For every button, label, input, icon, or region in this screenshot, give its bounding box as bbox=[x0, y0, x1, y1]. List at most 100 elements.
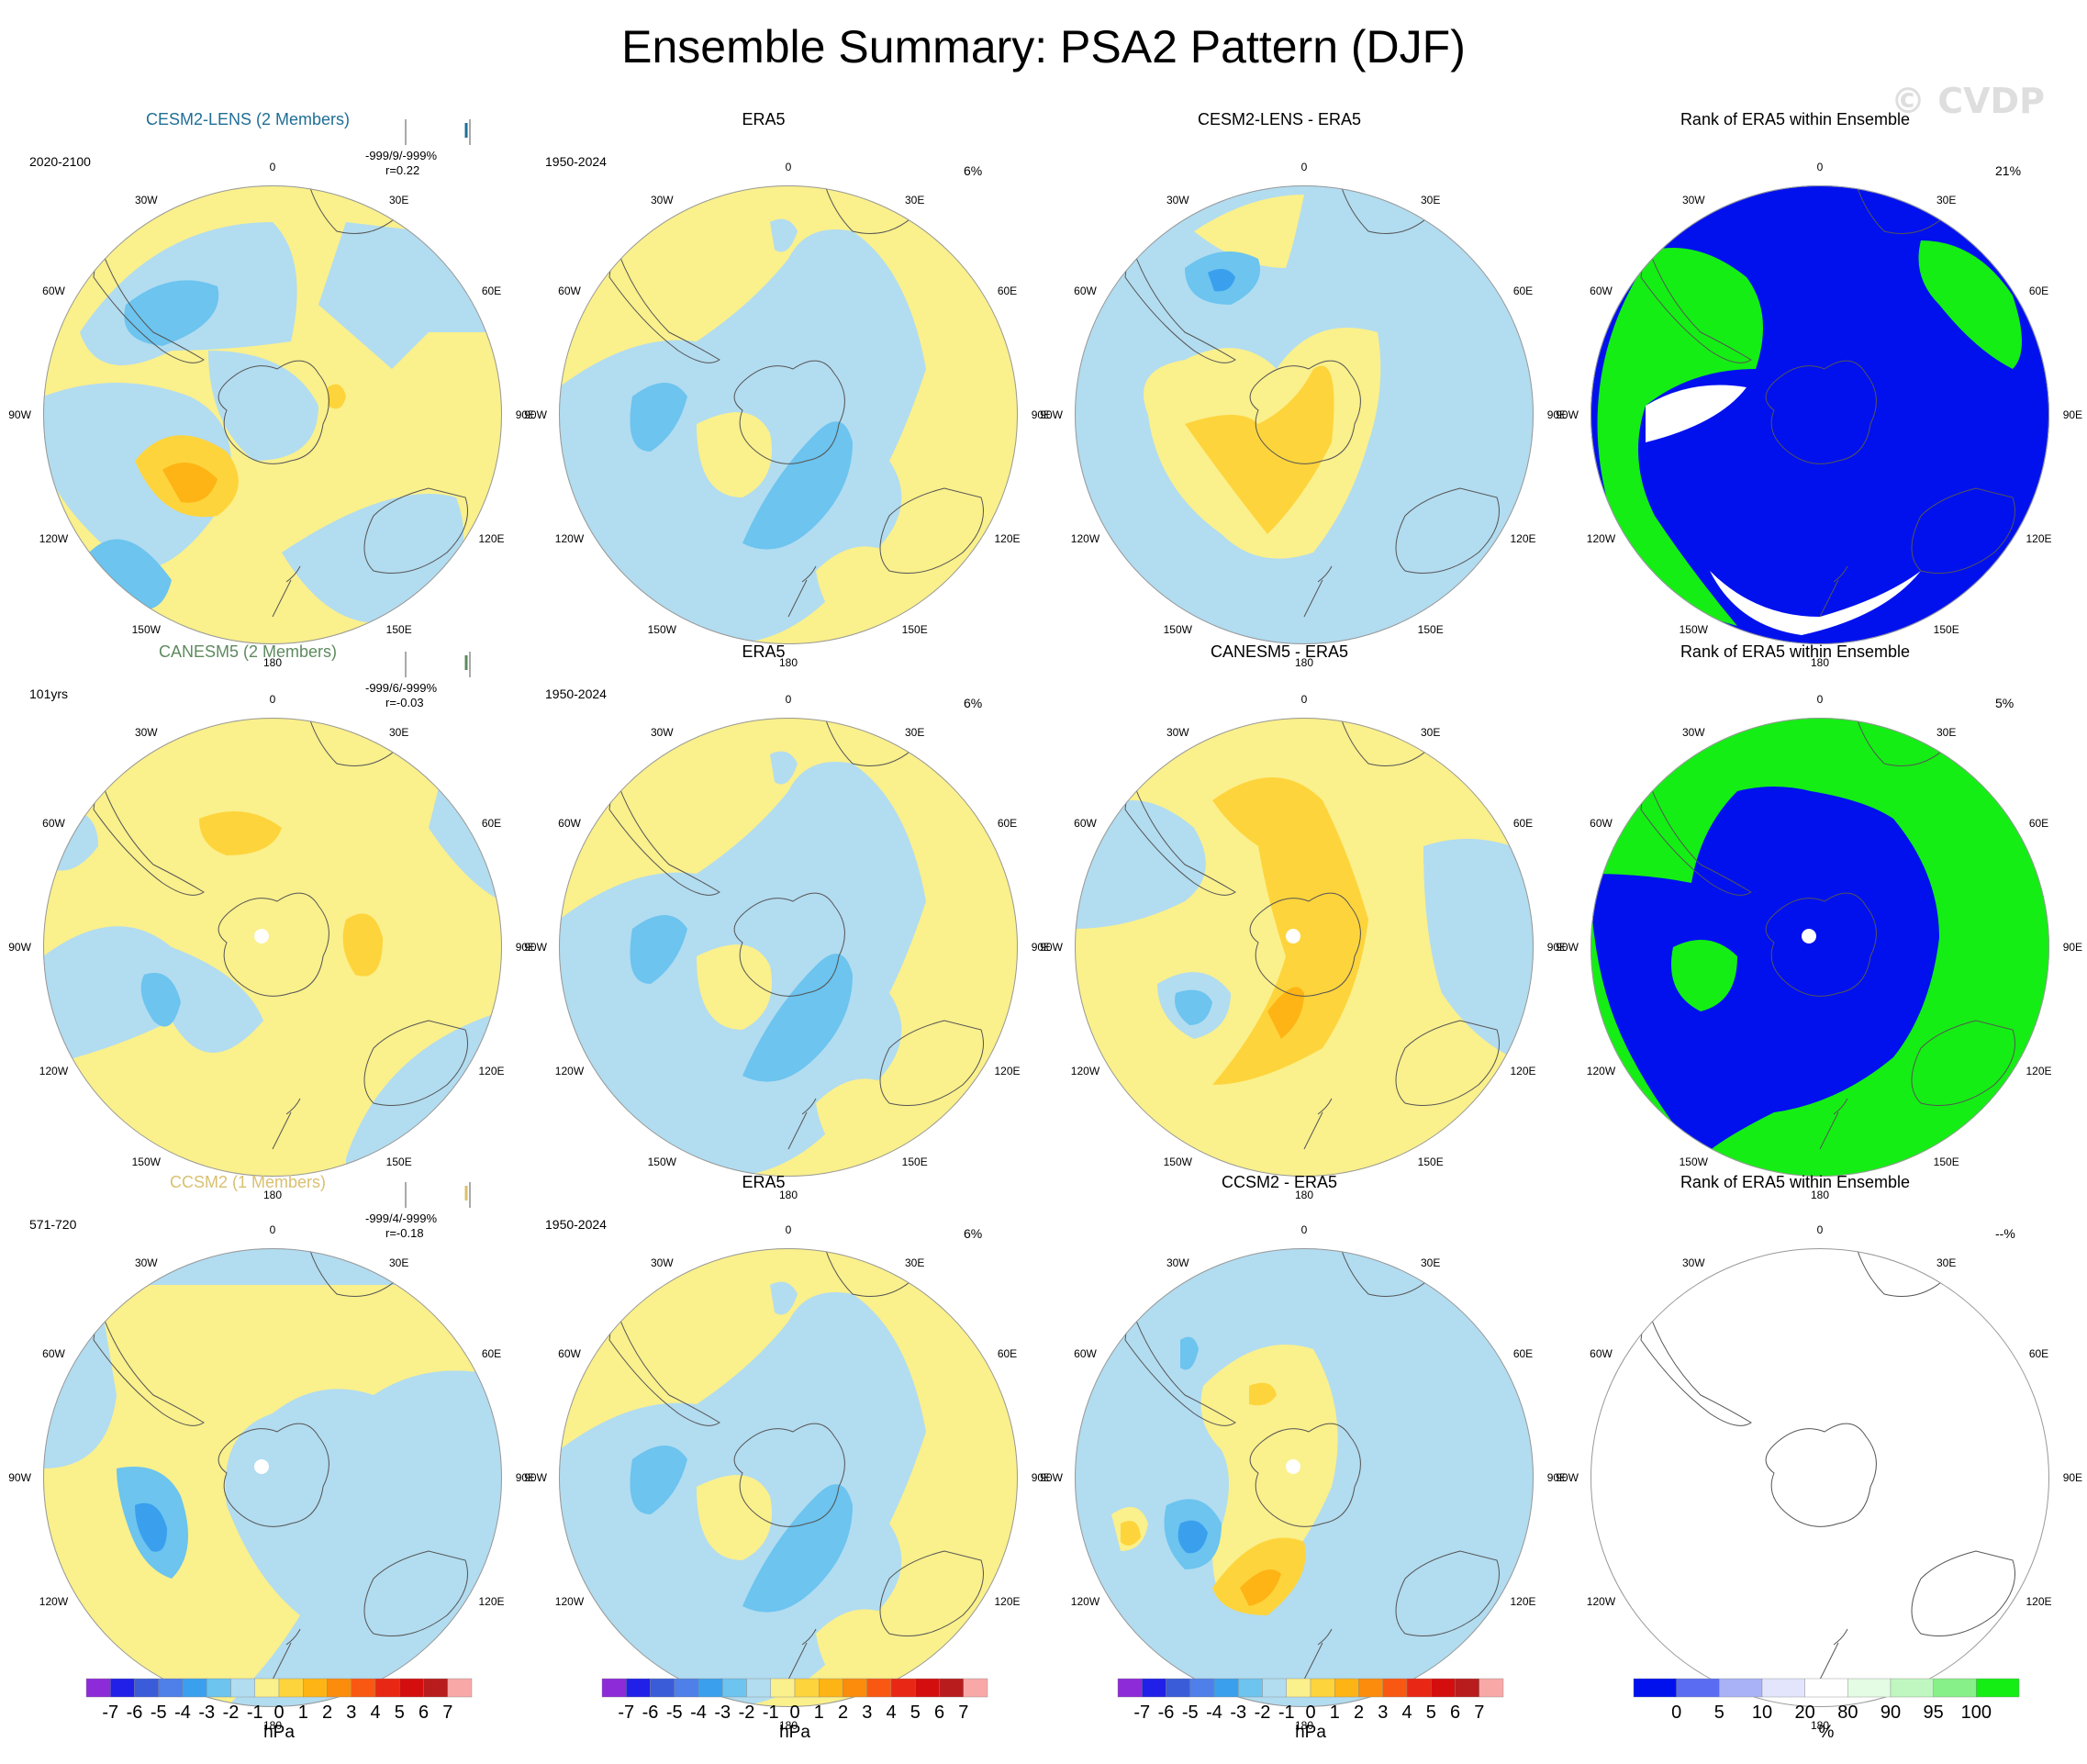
longitude-label: 150E bbox=[385, 622, 412, 636]
map-boundary bbox=[559, 185, 1018, 644]
colorbar-era5: -7 -6 -5 -4 -3 -2 -1 0 1 2 3 4 5 6 7 hPa bbox=[593, 1677, 997, 1750]
longitude-label: 90W bbox=[8, 408, 31, 421]
longitude-label: 120W bbox=[1586, 532, 1616, 545]
colorbar-swatch bbox=[303, 1678, 328, 1698]
map-rank-2 bbox=[1590, 718, 2049, 1177]
longitude-label: 120E bbox=[2026, 532, 2052, 545]
antarctica-coastline bbox=[1249, 892, 1361, 997]
new-zealand-coastline bbox=[1303, 1628, 1333, 1680]
longitude-label: 120E bbox=[2026, 1065, 2052, 1077]
map-boundary bbox=[43, 185, 502, 644]
longitude-label: 90W bbox=[1040, 941, 1063, 954]
longitude-label: 30E bbox=[389, 726, 409, 740]
contour-region bbox=[124, 280, 219, 346]
longitude-label: 120W bbox=[39, 1595, 69, 1608]
colorbar-tick-label: -7 bbox=[102, 1703, 119, 1723]
panel-era5-3: ERA51950-20246%030E60E90E120E150E180150W… bbox=[516, 1173, 1051, 1732]
longitude-label: 90E bbox=[515, 941, 536, 954]
period-label: 2020-2100 bbox=[29, 154, 91, 169]
longitude-label: 30W bbox=[134, 1256, 158, 1270]
contour-region bbox=[742, 954, 853, 1082]
map-boundary bbox=[1590, 185, 2049, 644]
panel-title: CCSM2 - ERA5 bbox=[1221, 1173, 1338, 1191]
colorbar-swatch bbox=[1890, 1678, 1934, 1698]
antarctica-coastline bbox=[733, 1423, 845, 1527]
longitude-label: 0 bbox=[1816, 693, 1824, 706]
australia-coastline bbox=[1395, 1020, 1500, 1106]
map-era5-2 bbox=[559, 718, 1018, 1177]
australia-coastline bbox=[1911, 1550, 2015, 1636]
antarctica-coastline bbox=[1765, 1423, 1877, 1527]
colorbar-tick-label: -1 bbox=[1278, 1703, 1295, 1723]
contour-region bbox=[770, 1281, 798, 1315]
panel-title: Rank of ERA5 within Ensemble bbox=[1680, 110, 1911, 128]
new-zealand-coastline bbox=[787, 1098, 817, 1150]
colorbar-swatch bbox=[626, 1678, 651, 1698]
period-label: 1950-2024 bbox=[545, 1217, 607, 1232]
map-boundary bbox=[1075, 185, 1534, 644]
longitude-label: 180 bbox=[262, 656, 283, 669]
panel-diff-2: CANESM5 - ERA5 0 30E 60E 90E 120E 150E 180 150W 1… bbox=[1032, 642, 1567, 1201]
map-diff-2 bbox=[1075, 718, 1534, 1177]
longitude-label: 60W bbox=[1590, 285, 1613, 297]
colorbar-swatch bbox=[254, 1678, 280, 1698]
colorbar-tick-label: 0 bbox=[273, 1703, 285, 1723]
contour-region bbox=[697, 944, 772, 1030]
longitude-label: 90E bbox=[1546, 1471, 1568, 1484]
colorbar-tick-label: -2 bbox=[738, 1703, 755, 1723]
colorbar-tick-label: 90 bbox=[1880, 1703, 1902, 1723]
longitude-label: 60W bbox=[558, 817, 581, 830]
colorbar-tick-label: -6 bbox=[126, 1703, 143, 1723]
longitude-label: 180 bbox=[1294, 1719, 1314, 1732]
panel-title: CANESM5 (2 Members) bbox=[158, 642, 338, 661]
contour-region bbox=[630, 1446, 687, 1514]
south-america-coastline bbox=[93, 1302, 205, 1426]
map-era5-1 bbox=[559, 185, 1018, 644]
contour-region bbox=[1200, 1345, 1338, 1605]
contour-region bbox=[1590, 787, 1939, 1158]
panel-title: ERA5 bbox=[742, 110, 786, 128]
contour-region bbox=[199, 811, 282, 855]
colorbar-swatch bbox=[327, 1678, 352, 1698]
longitude-label: 60W bbox=[42, 817, 65, 830]
longitude-label: 60W bbox=[1074, 817, 1097, 830]
panel-title: ERA5 bbox=[742, 1173, 786, 1191]
colorbar-tick-label: 20 bbox=[1794, 1703, 1815, 1723]
longitude-label: 90W bbox=[524, 408, 547, 421]
south-america-coastline bbox=[93, 772, 205, 896]
longitude-label: 120E bbox=[994, 1065, 1021, 1077]
contour-region bbox=[1423, 839, 1534, 1066]
colorbar-tick-label: 4 bbox=[1401, 1703, 1412, 1723]
colorbar-swatch bbox=[351, 1678, 376, 1698]
longitude-label: 30W bbox=[650, 194, 674, 207]
contour-region bbox=[697, 412, 772, 497]
colorbar-tick-label: -6 bbox=[1157, 1703, 1175, 1723]
australia-coastline bbox=[363, 1020, 468, 1106]
colorbar-tick-label: -7 bbox=[1133, 1703, 1151, 1723]
longitude-label: 90E bbox=[515, 408, 536, 421]
longitude-label: 150E bbox=[385, 1155, 412, 1168]
contour-region bbox=[1177, 1520, 1208, 1554]
member-spread-indicator bbox=[405, 1182, 471, 1208]
longitude-label: 30W bbox=[134, 726, 158, 740]
contour-region bbox=[1180, 1336, 1199, 1370]
map-diff-3 bbox=[1075, 1248, 1534, 1707]
colorbar-swatch bbox=[601, 1678, 627, 1698]
longitude-label: 90E bbox=[1031, 408, 1052, 421]
south-america-coastline bbox=[1640, 772, 1752, 896]
colorbar-swatch bbox=[1933, 1678, 1977, 1698]
colorbar-tick-label: 100 bbox=[1960, 1703, 1992, 1723]
australia-coastline bbox=[1911, 1020, 2015, 1106]
longitude-label: 150W bbox=[131, 1155, 161, 1168]
contour-region bbox=[1185, 365, 1334, 534]
longitude-label: 60E bbox=[481, 285, 502, 297]
longitude-label: 150E bbox=[1417, 1155, 1444, 1168]
colorbar-tick-label: -3 bbox=[198, 1703, 216, 1723]
longitude-label: 120W bbox=[1070, 1065, 1100, 1077]
longitude-label: 0 bbox=[785, 1223, 792, 1236]
longitude-label: 180 bbox=[262, 1189, 283, 1201]
map-background bbox=[1590, 1248, 2049, 1707]
colorbar-swatch bbox=[278, 1678, 304, 1698]
longitude-label: 90W bbox=[1556, 941, 1579, 954]
colorbar-tick-label: -7 bbox=[618, 1703, 635, 1723]
